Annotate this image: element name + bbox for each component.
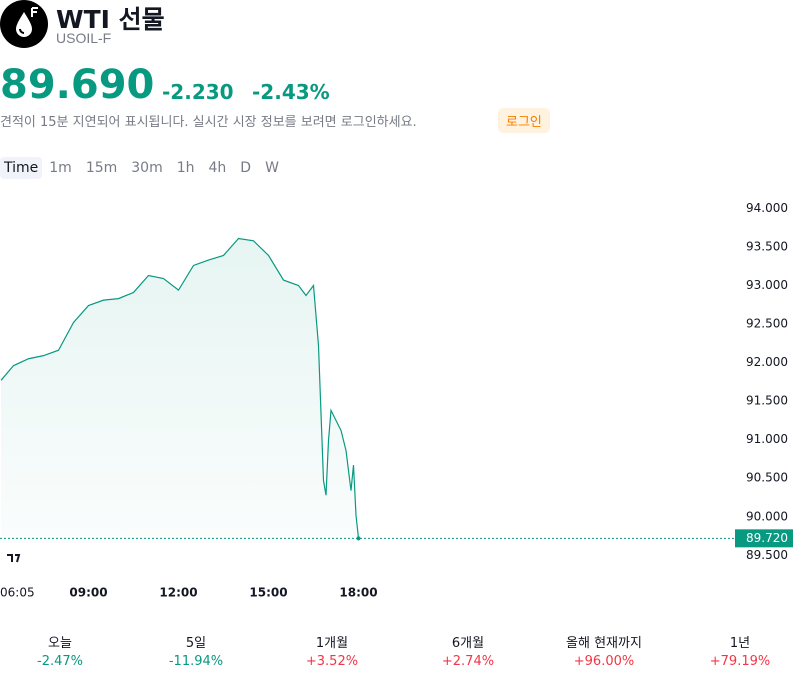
periods: 오늘 -2.47% 5일 -11.94% 1개월 +3.52% 6개월 +2.74% 올해 현재…: [0, 632, 800, 669]
area: [1, 238, 359, 543]
last-price-label: 89.720: [746, 531, 788, 545]
tab[interactable]: Time: [0, 157, 43, 179]
period-value: +3.52%: [305, 654, 359, 669]
tab[interactable]: W: [265, 160, 279, 176]
y-tick-label: 91.000: [746, 432, 788, 446]
period-value: +79.19%: [709, 654, 771, 669]
price: 89.690: [0, 62, 155, 108]
x-tick-label: 12:00: [159, 586, 197, 600]
tab[interactable]: 15m: [85, 160, 118, 176]
y-tick-label: 91.500: [746, 394, 788, 408]
period: 5일 -11.94%: [136, 632, 256, 669]
tab[interactable]: 30m: [131, 160, 163, 176]
period-label: 1년: [729, 636, 751, 651]
x-tick-label: 18:00: [339, 586, 377, 600]
x-tick-label: 15:00: [249, 586, 287, 600]
period: 1개월 +3.52%: [272, 632, 392, 669]
period-value: +2.74%: [441, 654, 495, 669]
price-line: [0, 237, 360, 539]
y-tick-label: 93.000: [746, 278, 788, 292]
change-pct: -2.43%: [252, 80, 330, 104]
last-point: [356, 536, 361, 541]
period-value: -11.94%: [168, 654, 224, 669]
tab[interactable]: 1h: [176, 160, 195, 176]
period-value: +96.00%: [573, 654, 635, 669]
y-tick-label: 93.500: [746, 239, 788, 253]
tabs: Time 1m 15m 30m 1h 4h D W: [0, 157, 286, 179]
period-label: 6개월: [451, 636, 485, 651]
title: WTI 선물: [56, 5, 165, 34]
login-button[interactable]: 로그인: [498, 108, 550, 133]
y-tick-label: 92.000: [746, 355, 788, 369]
last-price-badge: [735, 529, 793, 548]
period: 1년 +79.19%: [680, 632, 800, 669]
y-tick-label: 92.500: [746, 317, 788, 331]
logo: [0, 0, 48, 48]
y-tick-label: 90.000: [746, 509, 788, 523]
y-tick-label: 94.000: [746, 201, 788, 215]
period: 6개월 +2.74%: [408, 632, 528, 669]
period-label: 올해 현재까지: [566, 636, 642, 651]
period: 올해 현재까지 +96.00%: [544, 632, 664, 669]
period-value: -2.47%: [37, 654, 83, 669]
period-label: 5일: [185, 636, 207, 651]
tab[interactable]: D: [240, 160, 252, 176]
tab[interactable]: 4h: [208, 160, 227, 176]
y-tick-label: 90.500: [746, 471, 788, 485]
period-label: 오늘: [48, 636, 72, 651]
period-label: 1개월: [315, 636, 349, 651]
tab[interactable]: 1m: [49, 160, 72, 176]
chart: 89.500 90.000 90.500 91.000 91.500 92.000 92.5…: [0, 201, 793, 600]
y-tick-label: 89.500: [746, 548, 788, 562]
tv-logo: [3, 550, 25, 566]
x-tick-label: 06:05: [0, 586, 35, 600]
notice: 견적이 15분 지연되어 표시됩니다. 실시간 시장 정보를 보려면 로그인하세…: [0, 115, 417, 130]
change: -2.230: [162, 80, 234, 104]
symbol: USOIL-F: [56, 30, 112, 46]
period: 오늘 -2.47%: [0, 632, 120, 669]
x-tick-label: 09:00: [69, 586, 107, 600]
